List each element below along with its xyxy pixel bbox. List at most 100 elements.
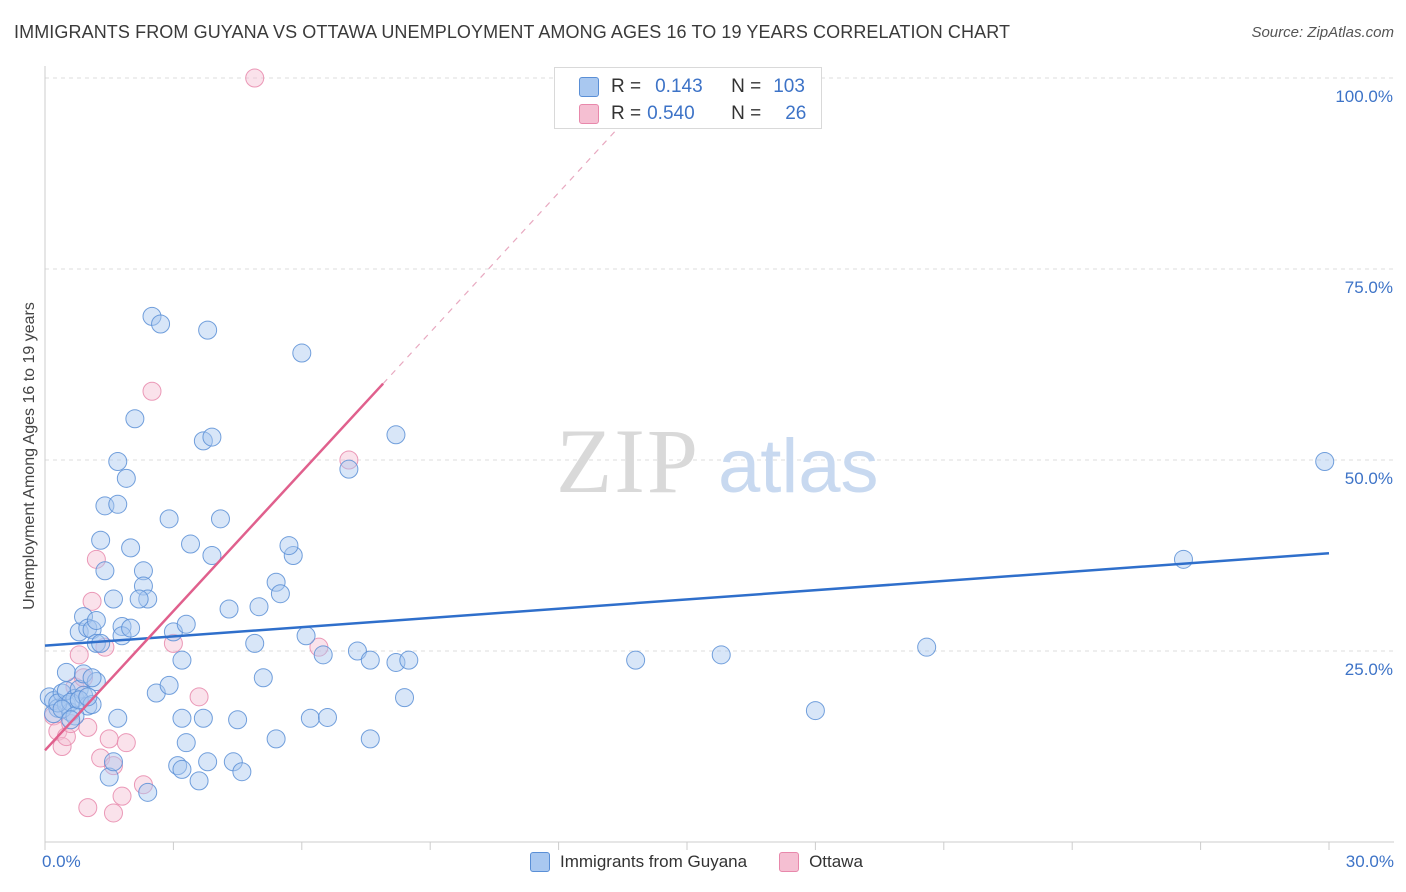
guyana-trend-line: [44, 551, 1330, 647]
guyana-point: [917, 637, 937, 657]
guyana-point: [347, 641, 367, 661]
guyana-point: [360, 650, 380, 670]
guyana-point: [61, 710, 81, 730]
guyana-point: [198, 320, 218, 340]
y-tick-labels: 25.0% 50.0% 75.0% 100.0%: [1335, 87, 1393, 679]
n-value-guyana: 103: [773, 76, 805, 97]
guyana-point: [129, 589, 149, 609]
guyana-point: [133, 561, 153, 581]
guyana-point: [193, 708, 213, 728]
r-label: R =: [611, 76, 642, 97]
ottawa-trend-extension: [382, 85, 658, 385]
guyana-point: [296, 626, 316, 646]
guyana-point: [125, 409, 145, 429]
guyana-point: [181, 534, 201, 554]
x-tick-max: 30.0%: [1345, 852, 1394, 871]
guyana-point: [805, 701, 825, 721]
guyana-point: [360, 729, 380, 749]
guyana-point: [386, 425, 406, 445]
guyana-point: [711, 645, 731, 665]
guyana-point: [266, 572, 286, 592]
r-value-ottawa: 0.540: [647, 103, 695, 124]
legend-label-guyana: Immigrants from Guyana: [560, 852, 748, 871]
legend-item-guyana: Immigrants from Guyana: [530, 852, 747, 872]
trend-lines: [44, 85, 1330, 752]
guyana-point: [172, 708, 192, 728]
guyana-point: [159, 509, 179, 529]
chart-title: IMMIGRANTS FROM GUYANA VS OTTAWA UNEMPLO…: [14, 22, 1011, 42]
guyana-point: [1315, 452, 1335, 472]
ottawa-point: [78, 798, 98, 818]
guyana-point: [198, 752, 218, 772]
ottawa-point: [116, 733, 136, 753]
guyana-point: [249, 597, 269, 617]
guyana-point: [121, 618, 141, 638]
stats-row-guyana: R = 0.143 N = 103: [579, 74, 805, 100]
guyana-point: [266, 729, 286, 749]
y-axis-label: Unemployment Among Ages 16 to 19 years: [21, 302, 38, 610]
y-tick-label: 100.0%: [1335, 87, 1393, 106]
guyana-point: [395, 688, 415, 708]
guyana-point: [626, 650, 646, 670]
guyana-point: [1173, 549, 1193, 569]
guyana-point: [78, 687, 98, 707]
ottawa-point: [82, 591, 102, 611]
guyana-point: [116, 468, 136, 488]
ottawa-point: [69, 645, 89, 665]
guyana-point: [176, 733, 196, 753]
guyana-point: [202, 546, 222, 565]
guyana-point: [159, 675, 179, 695]
watermark-atlas: atlas: [718, 424, 879, 509]
guyana-point: [202, 427, 222, 447]
n-label: N =: [731, 76, 762, 97]
x-tick-min: 0.0%: [42, 852, 81, 871]
legend-swatch-ottawa: [779, 852, 800, 872]
guyana-point: [189, 771, 209, 791]
guyana-point: [172, 650, 192, 670]
guyana-point: [292, 343, 312, 363]
guyana-point: [103, 752, 123, 772]
ottawa-point: [99, 729, 119, 749]
guyana-point: [339, 459, 359, 479]
guyana-point: [151, 314, 171, 334]
guyana-point: [108, 708, 128, 728]
guyana-point: [399, 650, 419, 670]
legend-item-ottawa: Ottawa: [779, 852, 863, 872]
stats-row-ottawa: R = 0.540 N = 26: [579, 101, 806, 127]
guyana-point: [279, 536, 299, 556]
legend-label-ottawa: Ottawa: [809, 852, 863, 871]
guyana-point: [103, 589, 123, 609]
guyana-point: [86, 610, 106, 630]
guyana-swatch: [579, 77, 599, 97]
r-label: R =: [611, 103, 642, 124]
guyana-point: [283, 546, 303, 565]
guyana-point: [228, 710, 248, 730]
stats-box: R = 0.143 N = 103 R = 0.540 N = 26: [554, 67, 822, 129]
guyana-point: [270, 584, 290, 604]
ottawa-point: [103, 803, 123, 823]
ottawa-swatch: [579, 104, 599, 124]
guyana-point: [300, 708, 320, 728]
guyana-point: [91, 530, 111, 550]
grid-lines: [45, 77, 1394, 652]
guyana-point: [133, 576, 153, 596]
watermark: ZIP atlas: [556, 410, 879, 512]
ottawa-point: [142, 381, 162, 401]
guyana-point: [56, 662, 76, 682]
y-tick-label: 50.0%: [1345, 469, 1393, 488]
r-value-guyana: 0.143: [655, 76, 703, 97]
n-value-ottawa: 26: [785, 103, 807, 124]
guyana-point: [219, 599, 239, 619]
guyana-point: [313, 645, 333, 665]
guyana-point: [172, 759, 192, 779]
guyana-points: [39, 306, 1335, 802]
guyana-point: [108, 452, 128, 472]
ottawa-point: [189, 687, 209, 707]
y-tick-label: 25.0%: [1345, 660, 1393, 679]
guyana-point: [232, 762, 252, 782]
guyana-point: [44, 704, 64, 724]
guyana-point: [210, 509, 230, 529]
guyana-point: [91, 633, 111, 653]
guyana-point: [108, 494, 128, 514]
